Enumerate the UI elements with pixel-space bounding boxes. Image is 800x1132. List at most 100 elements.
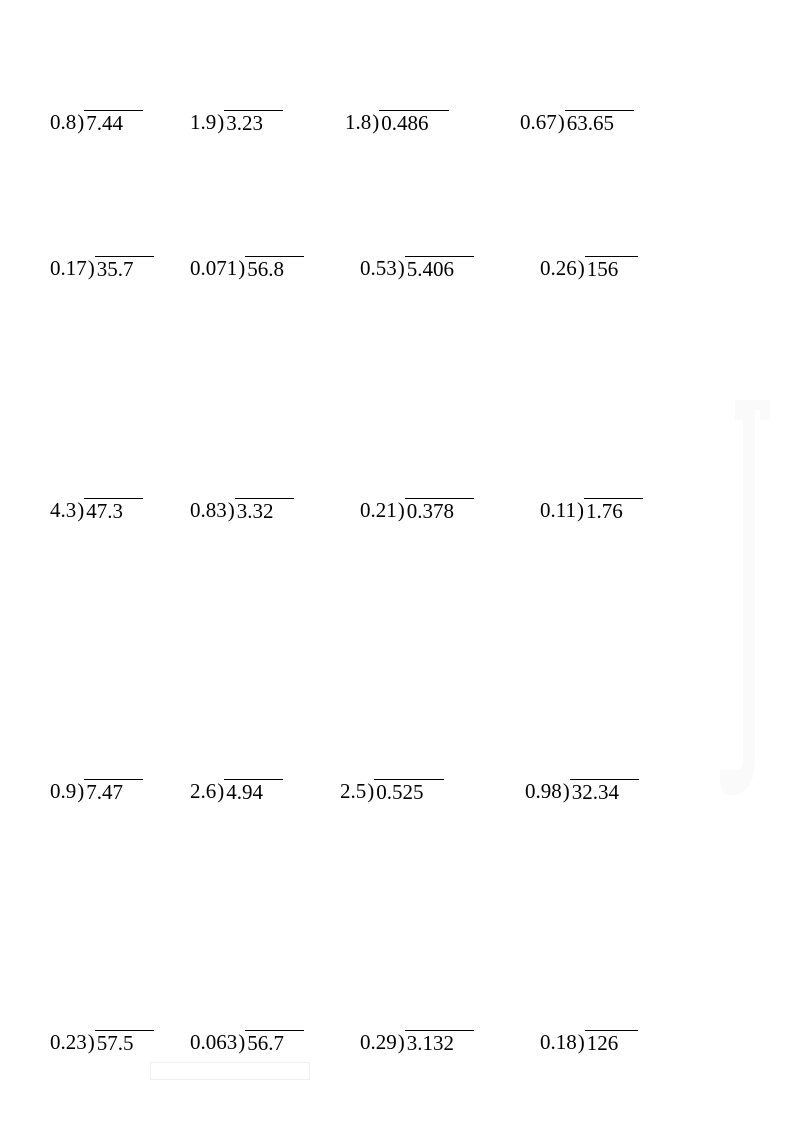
division-bracket: ) (563, 779, 570, 804)
division-problem: 1.9 )3.23 (190, 110, 283, 136)
vinculum-tail (286, 1030, 304, 1031)
division-bracket: ) (77, 110, 84, 135)
division-bracket: ) (77, 779, 84, 804)
divisor: 0.18 (540, 1030, 577, 1055)
divisor: 0.83 (190, 498, 227, 523)
division-problem: 0.98)32.34 (525, 779, 639, 805)
divisor: 0.67 (520, 110, 557, 135)
dividend: 3.23 (224, 110, 265, 136)
dividend: 126 (585, 1030, 621, 1056)
dividend: 3.32 (235, 498, 276, 524)
division-bracket: ) (577, 498, 584, 523)
dividend: 1.76 (584, 498, 625, 524)
dividend: 0.486 (379, 110, 430, 136)
divisor: 0.53 (360, 256, 397, 281)
division-problem: 0.8)7.44 (50, 110, 143, 136)
divisor: 0.29 (360, 1030, 397, 1055)
vinculum-tail (426, 779, 444, 780)
division-bracket: ) (238, 256, 245, 281)
dividend: 35.7 (95, 256, 136, 282)
dividend: 47.3 (84, 498, 125, 524)
divisor: 0.9 (50, 779, 76, 804)
divisor: 0.11 (540, 498, 576, 523)
vinculum-tail (621, 779, 639, 780)
division-bracket: ) (88, 1030, 95, 1055)
division-bracket: ) (558, 110, 565, 135)
division-problem: 0.071 )56.8 (190, 256, 304, 282)
division-problem: 0.11)1.76 (540, 498, 643, 524)
vinculum-tail (625, 498, 643, 499)
divisor: 2.5 (340, 779, 366, 804)
dividend: 156 (585, 256, 621, 282)
vinculum-tail (456, 256, 474, 257)
divisor: 0.98 (525, 779, 562, 804)
division-bracket: ) (398, 498, 405, 523)
divisor: 0.17 (50, 256, 87, 281)
divisor: 0.071 (190, 256, 237, 281)
dividend: 63.65 (565, 110, 616, 136)
problem-row: 0.8)7.44 1.9 )3.23 1.8 )0.486 0.67)63.65 (50, 110, 750, 136)
divisor: 0.063 (190, 1030, 237, 1055)
division-problem: 2.5 )0.525 (340, 779, 444, 805)
division-bracket: ) (228, 498, 235, 523)
division-problem: 0.18)126 (540, 1030, 638, 1056)
vinculum-tail (616, 110, 634, 111)
division-problem: 0.29 )3.132 (360, 1030, 474, 1056)
dividend: 3.132 (405, 1030, 456, 1056)
vinculum-tail (265, 110, 283, 111)
division-problem: 0.26)156 (540, 256, 638, 282)
vinculum-tail (456, 498, 474, 499)
division-problem: 0.9)7.47 (50, 779, 143, 805)
vinculum-tail (265, 779, 283, 780)
dividend: 0.525 (374, 779, 425, 805)
dividend: 7.47 (84, 779, 125, 805)
vinculum-tail (276, 498, 294, 499)
dividend: 56.7 (245, 1030, 286, 1056)
dividend: 4.94 (224, 779, 265, 805)
vinculum-tail (125, 110, 143, 111)
divisor: 2.6 (190, 779, 216, 804)
divisor: 4.3 (50, 498, 76, 523)
division-problem: 0.063 )56.7 (190, 1030, 304, 1056)
division-bracket: ) (372, 110, 379, 135)
divisor: 0.23 (50, 1030, 87, 1055)
division-bracket: ) (217, 779, 224, 804)
division-problem: 0.23)57.5 (50, 1030, 154, 1056)
vinculum-tail (125, 498, 143, 499)
dividend: 7.44 (84, 110, 125, 136)
divisor: 1.8 (345, 110, 371, 135)
vinculum-tail (620, 256, 638, 257)
vinculum-tail (286, 256, 304, 257)
divisor: 0.26 (540, 256, 577, 281)
faint-footer-box (150, 1062, 310, 1080)
division-bracket: ) (88, 256, 95, 281)
vinculum-tail (620, 1030, 638, 1031)
dividend: 5.406 (405, 256, 456, 282)
divisor: 0.8 (50, 110, 76, 135)
division-problem: 0.21 )0.378 (360, 498, 474, 524)
dividend: 56.8 (245, 256, 286, 282)
divisor: 1.9 (190, 110, 216, 135)
division-bracket: ) (238, 1030, 245, 1055)
division-problem: 0.83 )3.32 (190, 498, 294, 524)
vinculum-tail (456, 1030, 474, 1031)
worksheet: 0.8)7.44 1.9 )3.23 1.8 )0.486 0.67)63.65… (0, 0, 800, 1056)
problem-row: 0.17)35.7 0.071 )56.8 0.53 )5.406 0.26)1… (50, 256, 750, 282)
division-bracket: ) (77, 498, 84, 523)
division-problem: 4.3 )47.3 (50, 498, 143, 524)
vinculum-tail (136, 1030, 154, 1031)
division-problem: 0.67)63.65 (520, 110, 634, 136)
division-problem: 0.53 )5.406 (360, 256, 474, 282)
division-bracket: ) (578, 1030, 585, 1055)
division-bracket: ) (578, 256, 585, 281)
problem-row: 0.9)7.47 2.6 )4.94 2.5 )0.525 0.98)32.34 (50, 779, 750, 805)
division-bracket: ) (398, 256, 405, 281)
division-problem: 2.6 )4.94 (190, 779, 283, 805)
division-bracket: ) (398, 1030, 405, 1055)
division-problem: 1.8 )0.486 (345, 110, 449, 136)
dividend: 32.34 (570, 779, 621, 805)
division-bracket: ) (367, 779, 374, 804)
vinculum-tail (125, 779, 143, 780)
problem-row: 0.23)57.5 0.063 )56.7 0.29 )3.132 0.18)1… (50, 1030, 750, 1056)
problem-row: 4.3 )47.3 0.83 )3.32 0.21 )0.378 0.11)1.… (50, 498, 750, 524)
